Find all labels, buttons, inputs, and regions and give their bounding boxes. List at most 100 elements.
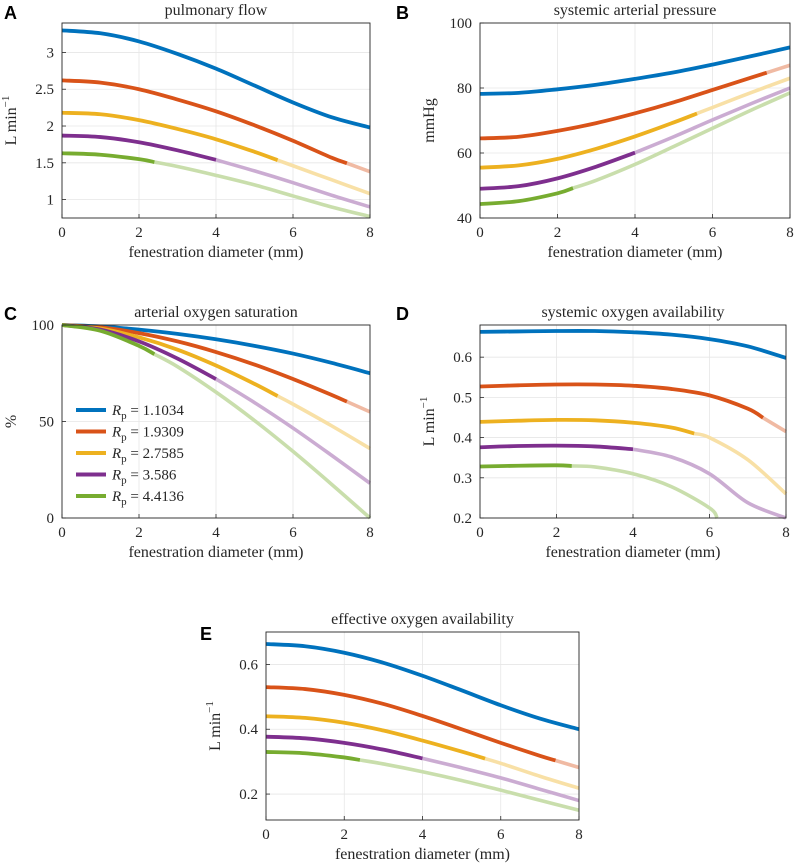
x-tick-label: 0 bbox=[58, 525, 66, 541]
series-line-faded-2 bbox=[766, 63, 791, 75]
series-line-2 bbox=[479, 70, 768, 141]
series-line-1 bbox=[479, 329, 787, 360]
series-line-faded-3 bbox=[696, 76, 791, 116]
panel-b: B 0 2 4 6 8 40 60 80 100 systemic arterial pressur… bbox=[396, 2, 794, 261]
x-axis-label: fenestration diameter (mm) bbox=[547, 244, 722, 261]
series-line-faded-2 bbox=[346, 400, 371, 414]
panel-letter: A bbox=[4, 3, 17, 23]
y-tick-label: 40 bbox=[457, 211, 472, 227]
y-tick-label: 80 bbox=[457, 81, 472, 97]
panel-a: A 0 2 4 6 8 1 1.5 2 2.5 3 pulmonary flow fenestratio… bbox=[0, 2, 374, 261]
legend-item: Rp = 1.9309 bbox=[76, 425, 184, 444]
series-line-1 bbox=[265, 642, 580, 732]
y-tick-label: 100 bbox=[32, 318, 55, 334]
panel-c: C 0 2 4 6 8 0 50 100 arterial oxygen saturation fe… bbox=[3, 304, 374, 561]
y-tick-label: 0.2 bbox=[453, 511, 472, 527]
legend-label: Rp = 4.4136 bbox=[111, 489, 184, 508]
y-tick-label: 2 bbox=[47, 119, 55, 135]
x-tick-label: 0 bbox=[58, 225, 66, 241]
y-axis-label: L min−1 bbox=[204, 701, 224, 751]
legend-label: Rp = 2.7585 bbox=[111, 446, 184, 465]
series-line-faded-3 bbox=[484, 756, 580, 790]
x-tick-label: 6 bbox=[709, 225, 717, 241]
panel-d: D 0 2 4 6 8 0.2 0.3 0.4 0.5 0.6 systemic oxygen ava… bbox=[396, 304, 790, 561]
series-line-5 bbox=[479, 186, 574, 206]
series-line-3 bbox=[61, 110, 279, 162]
series-line-faded-3 bbox=[276, 158, 371, 196]
legend-label: Rp = 3.586 bbox=[111, 468, 177, 487]
series-line-faded-5 bbox=[359, 758, 580, 813]
legend-label: Rp = 1.1034 bbox=[111, 403, 184, 422]
x-tick-label: 4 bbox=[631, 225, 639, 241]
y-tick-label: 0.4 bbox=[453, 431, 472, 447]
x-tick-label: 2 bbox=[553, 525, 561, 541]
y-tick-label: 0.6 bbox=[239, 657, 258, 673]
y-tick-label: 0.3 bbox=[453, 471, 472, 487]
chart-title: arterial oxygen saturation bbox=[134, 304, 298, 321]
x-tick-label: 0 bbox=[476, 225, 484, 241]
legend-item: Rp = 3.586 bbox=[76, 468, 177, 487]
x-tick-label: 8 bbox=[366, 225, 374, 241]
series-line-faded-4 bbox=[634, 86, 791, 155]
series-line-3 bbox=[265, 714, 486, 761]
y-tick-label: 50 bbox=[39, 415, 54, 431]
x-axis-label: fenestration diameter (mm) bbox=[128, 544, 303, 561]
x-tick-label: 4 bbox=[419, 827, 427, 843]
series-line-4 bbox=[479, 443, 634, 452]
x-tick-label: 4 bbox=[212, 225, 220, 241]
series-line-5 bbox=[479, 463, 572, 469]
series-line-2 bbox=[479, 382, 765, 420]
grid bbox=[265, 632, 580, 820]
x-tick-label: 8 bbox=[786, 225, 794, 241]
x-tick-label: 2 bbox=[341, 827, 349, 843]
panel-letter: B bbox=[396, 3, 409, 23]
series-line-3 bbox=[479, 417, 695, 436]
series-line-faded-4 bbox=[215, 377, 372, 485]
series-line-4 bbox=[479, 150, 636, 191]
y-tick-label: 0.4 bbox=[239, 722, 258, 738]
y-tick-label: 1.5 bbox=[35, 156, 54, 172]
series-line-1 bbox=[61, 28, 371, 130]
legend-item: Rp = 4.4136 bbox=[76, 489, 184, 508]
legend: Rp = 1.1034 Rp = 1.9309 Rp = 2.7585 Rp = 3.… bbox=[76, 403, 184, 508]
series-line-5 bbox=[61, 323, 156, 356]
y-tick-label: 0.5 bbox=[453, 390, 472, 406]
x-tick-label: 2 bbox=[135, 225, 143, 241]
legend-item: Rp = 2.7585 bbox=[76, 446, 184, 465]
x-tick-label: 2 bbox=[135, 525, 143, 541]
series-line-faded-3 bbox=[276, 394, 371, 451]
x-tick-label: 2 bbox=[554, 225, 562, 241]
x-tick-label: 4 bbox=[629, 525, 637, 541]
x-tick-label: 4 bbox=[212, 525, 220, 541]
x-tick-label: 0 bbox=[262, 827, 270, 843]
panel-letter: E bbox=[200, 624, 212, 644]
y-tick-label: 1 bbox=[47, 193, 55, 209]
chart-title: systemic arterial pressure bbox=[554, 2, 717, 19]
y-tick-label: 60 bbox=[457, 146, 472, 162]
series-line-faded-5 bbox=[571, 464, 719, 520]
series-line-faded-4 bbox=[422, 756, 580, 803]
x-axis-label: fenestration diameter (mm) bbox=[335, 846, 510, 863]
x-tick-label: 8 bbox=[782, 525, 790, 541]
series-line-faded-5 bbox=[572, 91, 791, 190]
x-tick-label: 6 bbox=[706, 525, 714, 541]
x-tick-label: 0 bbox=[476, 525, 484, 541]
legend-label: Rp = 1.9309 bbox=[111, 425, 184, 444]
y-tick-label: 3 bbox=[47, 45, 55, 61]
series-line-faded-2 bbox=[346, 161, 371, 174]
x-tick-label: 8 bbox=[575, 827, 583, 843]
y-tick-label: 0.2 bbox=[239, 787, 258, 803]
series-line-faded-2 bbox=[555, 758, 580, 770]
series-line-4 bbox=[265, 734, 423, 761]
series-line-faded-3 bbox=[693, 431, 788, 496]
panel-e: E 0 2 4 6 8 0.2 0.4 0.6 effective oxygen availabi… bbox=[200, 611, 583, 863]
series-line-5 bbox=[61, 151, 155, 164]
series-line-faded-5 bbox=[153, 352, 372, 520]
series-line-4 bbox=[61, 133, 217, 162]
series-line-faded-5 bbox=[154, 160, 371, 219]
panel-letter: C bbox=[4, 304, 17, 324]
series-line-1 bbox=[479, 45, 791, 96]
panel-letter: D bbox=[396, 304, 409, 324]
y-axis-label: L min−1 bbox=[0, 96, 20, 146]
